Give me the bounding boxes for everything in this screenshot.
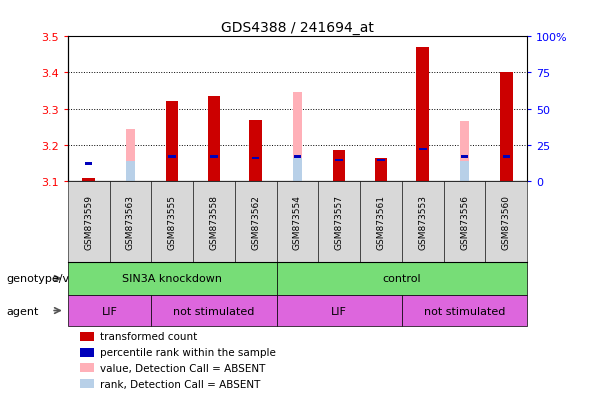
Bar	[460, 122, 469, 182]
Bar	[294, 156, 301, 158]
Bar	[375, 158, 387, 182]
Bar	[249, 120, 262, 182]
Bar	[460, 162, 469, 182]
Bar	[126, 129, 135, 182]
Title: GDS4388 / 241694_at: GDS4388 / 241694_at	[221, 21, 374, 35]
Bar	[293, 158, 302, 182]
Text: control: control	[382, 274, 421, 284]
Bar	[416, 48, 429, 182]
Bar	[419, 149, 426, 151]
Bar	[208, 97, 220, 182]
Text: rank, Detection Call = ABSENT: rank, Detection Call = ABSENT	[100, 379, 260, 389]
Text: not stimulated: not stimulated	[173, 306, 254, 316]
Bar	[126, 162, 135, 182]
Text: agent: agent	[6, 306, 38, 316]
Bar	[461, 156, 468, 158]
Bar	[377, 159, 385, 162]
Bar	[502, 156, 510, 158]
Text: GSM873557: GSM873557	[335, 195, 344, 249]
Bar	[333, 151, 346, 182]
Bar	[166, 102, 178, 182]
Text: GSM873555: GSM873555	[168, 195, 177, 249]
Text: GSM873562: GSM873562	[251, 195, 260, 249]
Text: LIF: LIF	[101, 306, 117, 316]
Bar	[210, 156, 218, 158]
Bar	[293, 93, 302, 182]
Text: LIF: LIF	[331, 306, 347, 316]
Text: SIN3A knockdown: SIN3A knockdown	[122, 274, 222, 284]
Text: genotype/variation: genotype/variation	[6, 274, 112, 284]
Text: GSM873560: GSM873560	[502, 195, 511, 249]
Text: not stimulated: not stimulated	[424, 306, 505, 316]
Text: GSM873556: GSM873556	[460, 195, 469, 249]
Text: percentile rank within the sample: percentile rank within the sample	[100, 347, 276, 357]
Text: GSM873559: GSM873559	[84, 195, 93, 249]
Text: GSM873561: GSM873561	[376, 195, 385, 249]
Bar	[168, 156, 176, 158]
Bar	[336, 159, 343, 162]
Text: GSM873554: GSM873554	[293, 195, 302, 249]
Text: GSM873558: GSM873558	[210, 195, 219, 249]
Bar	[500, 74, 512, 182]
Text: transformed count: transformed count	[100, 332, 197, 342]
Bar	[85, 163, 92, 166]
Bar	[82, 178, 95, 182]
Bar	[252, 157, 259, 160]
Text: GSM873553: GSM873553	[418, 195, 427, 249]
Text: value, Detection Call = ABSENT: value, Detection Call = ABSENT	[100, 363, 266, 373]
Text: GSM873563: GSM873563	[126, 195, 135, 249]
